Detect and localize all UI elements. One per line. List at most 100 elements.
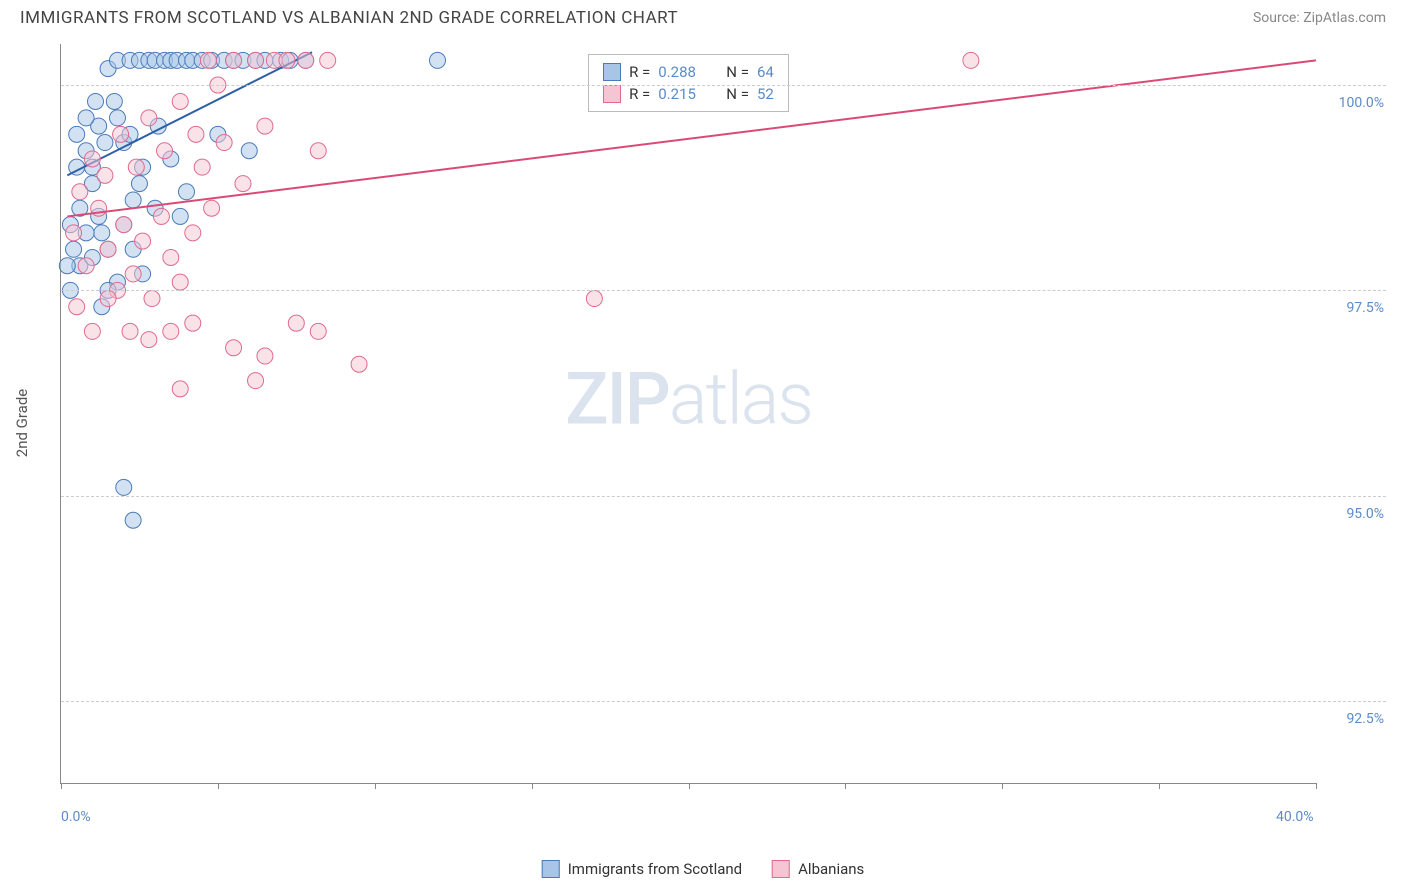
r-value: 0.288 xyxy=(658,63,708,81)
data-point xyxy=(279,52,295,68)
data-point xyxy=(216,135,232,151)
data-point xyxy=(257,118,273,134)
data-point xyxy=(72,184,88,200)
x-tick xyxy=(1002,783,1003,789)
data-point xyxy=(235,176,251,192)
data-point xyxy=(97,135,113,151)
data-point xyxy=(320,52,336,68)
legend-label: Albanians xyxy=(798,860,864,878)
r-value: 0.215 xyxy=(658,85,708,103)
data-point xyxy=(248,373,264,389)
data-point xyxy=(125,512,141,528)
data-point xyxy=(100,241,116,257)
x-tick xyxy=(375,783,376,789)
y-tick-label: 95.0% xyxy=(1324,506,1384,522)
legend-item: Albanians xyxy=(772,860,864,878)
data-point xyxy=(84,323,100,339)
data-point xyxy=(69,299,85,315)
data-point xyxy=(179,184,195,200)
n-value: 52 xyxy=(757,85,774,103)
data-point xyxy=(430,52,446,68)
x-tick xyxy=(61,783,62,789)
x-tick xyxy=(532,783,533,789)
legend-swatch xyxy=(603,63,621,81)
data-point xyxy=(59,258,75,274)
gridline xyxy=(61,496,1386,497)
y-tick-label: 100.0% xyxy=(1324,95,1384,111)
data-point xyxy=(131,176,147,192)
data-point xyxy=(125,266,141,282)
data-point xyxy=(298,52,314,68)
data-point xyxy=(188,126,204,142)
data-point xyxy=(194,159,210,175)
data-point xyxy=(310,323,326,339)
data-point xyxy=(94,225,110,241)
x-tick-label: 0.0% xyxy=(61,809,91,825)
data-point xyxy=(163,249,179,265)
data-point xyxy=(128,159,144,175)
data-point xyxy=(185,315,201,331)
legend-swatch xyxy=(603,85,621,103)
y-axis-label: 2nd Grade xyxy=(13,389,31,457)
data-point xyxy=(141,332,157,348)
legend-row: R = 0.215 N = 52 xyxy=(603,83,774,105)
legend-item: Immigrants from Scotland xyxy=(542,860,742,878)
scatter-svg xyxy=(61,44,1316,783)
legend-swatch xyxy=(772,860,790,878)
data-point xyxy=(109,110,125,126)
data-point xyxy=(141,110,157,126)
data-point xyxy=(257,348,273,364)
data-point xyxy=(586,291,602,307)
legend-swatch xyxy=(542,860,560,878)
data-point xyxy=(135,233,151,249)
y-tick-label: 92.5% xyxy=(1324,711,1384,727)
data-point xyxy=(310,143,326,159)
data-point xyxy=(241,143,257,159)
data-point xyxy=(172,208,188,224)
data-point xyxy=(100,291,116,307)
chart-title: IMMIGRANTS FROM SCOTLAND VS ALBANIAN 2ND… xyxy=(20,8,678,28)
data-point xyxy=(144,291,160,307)
data-point xyxy=(125,192,141,208)
data-point xyxy=(78,110,94,126)
data-point xyxy=(226,52,242,68)
data-point xyxy=(153,208,169,224)
data-point xyxy=(78,258,94,274)
series-legend: Immigrants from Scotland Albanians xyxy=(542,860,865,878)
data-point xyxy=(248,52,264,68)
y-tick-label: 97.5% xyxy=(1324,300,1384,316)
x-tick xyxy=(1316,783,1317,789)
n-value: 64 xyxy=(757,63,774,81)
n-label: N = xyxy=(726,85,749,103)
x-tick xyxy=(689,783,690,789)
legend-label: Immigrants from Scotland xyxy=(568,860,742,878)
data-point xyxy=(66,225,82,241)
data-point xyxy=(84,151,100,167)
data-point xyxy=(113,126,129,142)
data-point xyxy=(66,241,82,257)
x-tick xyxy=(218,783,219,789)
data-point xyxy=(172,274,188,290)
correlation-legend: R = 0.288 N = 64 R = 0.215 N = 52 xyxy=(588,54,789,112)
chart-container: 2nd Grade ZIPatlas R =0.288N =64R =0.215… xyxy=(50,34,1386,794)
data-point xyxy=(116,217,132,233)
data-point xyxy=(69,126,85,142)
legend-row: R = 0.288 N = 64 xyxy=(603,61,774,83)
data-point xyxy=(185,225,201,241)
r-label: R = xyxy=(629,85,650,103)
r-label: R = xyxy=(629,63,650,81)
data-point xyxy=(200,52,216,68)
x-tick xyxy=(845,783,846,789)
data-point xyxy=(288,315,304,331)
data-point xyxy=(116,479,132,495)
data-point xyxy=(88,93,104,109)
n-label: N = xyxy=(726,63,749,81)
source-attribution: Source: ZipAtlas.com xyxy=(1253,10,1386,26)
data-point xyxy=(157,143,173,159)
gridline xyxy=(61,290,1386,291)
data-point xyxy=(106,93,122,109)
plot-area: ZIPatlas R =0.288N =64R =0.215N =52 92.5… xyxy=(60,44,1316,784)
data-point xyxy=(163,323,179,339)
data-point xyxy=(204,200,220,216)
data-point xyxy=(122,323,138,339)
